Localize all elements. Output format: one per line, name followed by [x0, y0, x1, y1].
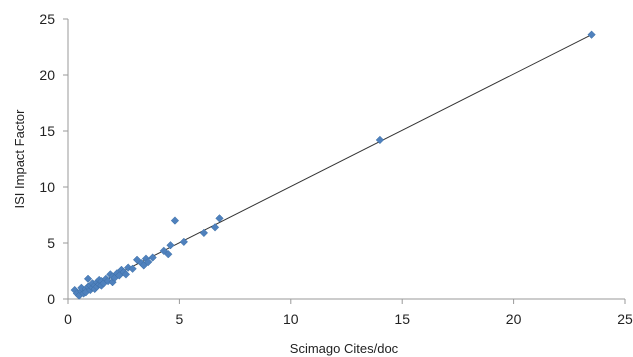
data-points: [70, 30, 596, 300]
x-tick-label: 5: [176, 311, 184, 327]
x-tick-label: 15: [394, 311, 410, 327]
y-tick-label: 15: [39, 123, 55, 139]
x-tick-label: 0: [64, 311, 72, 327]
data-point: [587, 30, 596, 39]
axes: 0 5 10 15 20 25 0 5 10 15 20 25: [39, 11, 633, 327]
data-point: [128, 264, 137, 273]
y-tick-label: 20: [39, 67, 55, 83]
data-point: [210, 223, 220, 232]
y-tick-label: 10: [39, 179, 55, 195]
y-tick-label: 25: [39, 11, 55, 27]
x-tick-label: 20: [506, 311, 522, 327]
data-point: [164, 250, 173, 259]
data-point: [170, 216, 180, 225]
x-axis-title: Scimago Cites/doc: [290, 341, 399, 356]
data-point: [103, 276, 113, 286]
data-point: [199, 228, 209, 238]
data-point: [121, 270, 131, 279]
data-point: [166, 241, 175, 250]
data-point: [375, 135, 385, 145]
data-point: [83, 274, 93, 283]
data-point: [215, 214, 224, 223]
x-tick-label: 25: [617, 311, 633, 327]
data-point: [144, 257, 153, 267]
x-tick-label: 10: [283, 311, 299, 327]
data-point: [179, 237, 189, 247]
y-axis-title: ISI Impact Factor: [12, 109, 27, 209]
y-tick-label: 0: [47, 291, 55, 307]
data-point: [132, 255, 142, 264]
y-tick-label: 5: [47, 235, 55, 251]
data-point: [148, 253, 157, 262]
